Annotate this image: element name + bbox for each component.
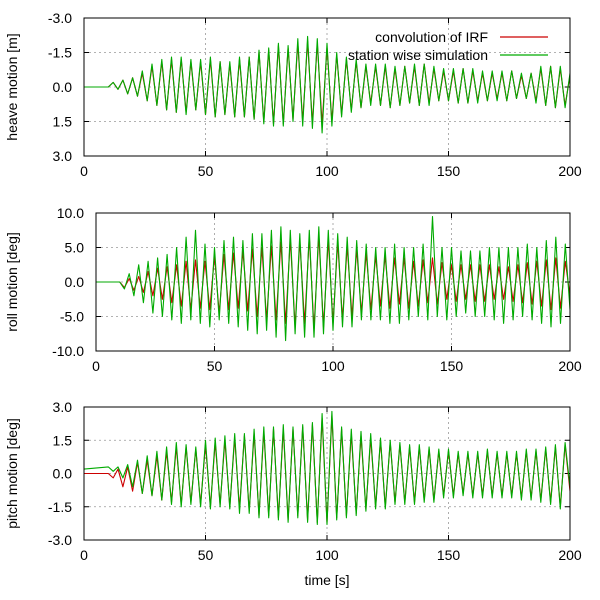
series-line-station-wise: [84, 35, 570, 134]
plot-frame: [83, 17, 571, 157]
y-tick-label: 10.0: [57, 205, 84, 221]
y-tick-label: 0.0: [53, 79, 73, 95]
x-tick-label: 50: [207, 358, 223, 374]
series-line-convolution-irf: [84, 415, 570, 523]
x-tick-label: 100: [315, 163, 339, 179]
x-tick-label: 0: [80, 547, 88, 563]
x-tick-label: 150: [437, 163, 461, 179]
x-tick-label: 50: [198, 163, 214, 179]
x-tick-label: 100: [315, 547, 339, 563]
x-tick-label: 200: [558, 547, 582, 563]
y-tick-label: -5.0: [60, 309, 84, 325]
plot-frame: [95, 212, 571, 352]
y-tick-label: -10.0: [52, 343, 84, 359]
x-tick-label: 50: [198, 547, 214, 563]
x-tick-label: 150: [437, 547, 461, 563]
y-tick-label: 5.0: [65, 240, 85, 256]
y-tick-label: -1.5: [48, 45, 72, 61]
y-tick-label: -3.0: [48, 532, 72, 548]
plot-frame: [83, 406, 571, 541]
x-tick-label: 0: [80, 163, 88, 179]
series-line-convolution-irf: [84, 40, 570, 125]
legend-label: station wise simulation: [348, 47, 488, 63]
y-tick-label: 1.5: [53, 432, 73, 448]
y-tick-label: 1.5: [53, 114, 73, 130]
panel-2: 0 50 100 150 200 -10.0 -5.0 0.0 5.0 10.0 roll moti…: [4, 205, 582, 374]
y-axis-label: pitch motion [deg]: [4, 418, 20, 529]
y-tick-label: 3.0: [53, 148, 73, 164]
legend: convolution of IRF station wise simulatio…: [348, 29, 548, 63]
y-tick-label: -1.5: [48, 499, 72, 515]
series-line-station-wise: [96, 215, 570, 342]
y-tick-label: 3.0: [53, 399, 73, 415]
x-tick-label: 100: [321, 358, 345, 374]
legend-label: convolution of IRF: [375, 29, 488, 45]
x-tick-label: 200: [558, 358, 582, 374]
x-tick-label: 150: [440, 358, 464, 374]
x-tick-label: 200: [558, 163, 582, 179]
panel-3: 0 50 100 150 200 -3.0 -1.5 0.0 1.5 3.0 pitch motio…: [4, 399, 582, 588]
y-tick-label: 0.0: [65, 274, 85, 290]
panel-1: 0 50 100 150 200 -3.0 -1.5 0.0 1.5 3.0 heave motio…: [4, 10, 582, 179]
y-tick-label: 0.0: [53, 466, 73, 482]
y-tick-label: -3.0: [48, 10, 72, 26]
series-line-station-wise: [84, 410, 570, 526]
y-axis-label: heave motion [m]: [4, 33, 20, 140]
x-axis-label: time [s]: [304, 572, 349, 588]
x-tick-label: 0: [92, 358, 100, 374]
y-axis-label: roll motion [deg]: [4, 232, 20, 332]
